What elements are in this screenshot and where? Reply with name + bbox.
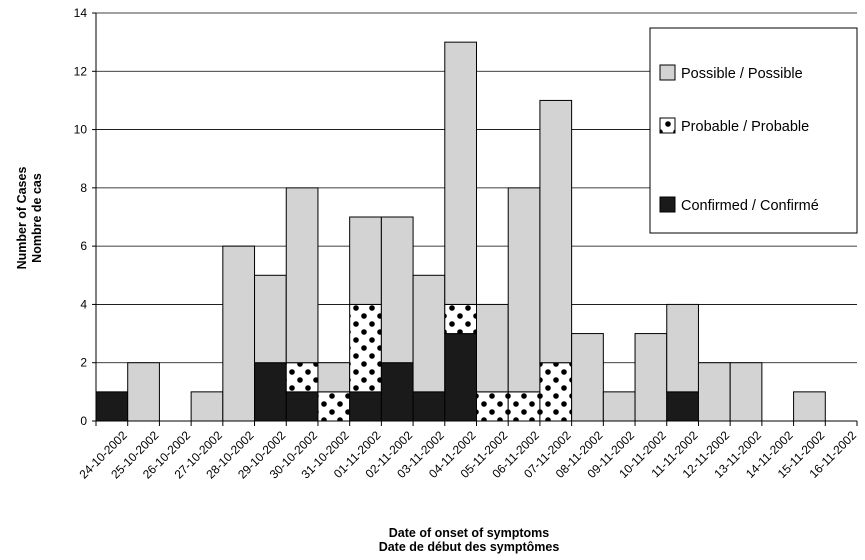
bar-probable [476, 391, 509, 422]
bar-confirmed [349, 391, 382, 422]
legend-label-possible: Possible / Possible [681, 66, 803, 82]
bar-possible [380, 216, 414, 364]
bar-possible [539, 99, 573, 364]
bar-probable [444, 303, 477, 335]
legend-swatch-probable [659, 117, 676, 134]
bars [95, 41, 826, 422]
bar-confirmed [285, 391, 319, 422]
bar-probable [507, 391, 541, 422]
bar-probable [285, 362, 319, 393]
x-axis-title-line-1: Date of onset of symptoms [389, 526, 549, 540]
bar-possible [444, 41, 477, 305]
y-tick-labels: 0 2 4 6 8 10 12 14 [74, 6, 96, 428]
x-tick-labels: 24-10-200225-10-200226-10-200227-10-2002… [77, 421, 859, 482]
bar-confirmed [412, 391, 446, 422]
bar-possible [254, 274, 287, 364]
bar-possible [697, 362, 731, 422]
y-tick-label: 4 [80, 297, 87, 311]
bar-possible [349, 216, 382, 305]
bar-possible [127, 362, 160, 422]
bar-confirmed [254, 362, 287, 422]
legend-label-confirmed: Confirmed / Confirmé [681, 198, 819, 214]
bar-confirmed [95, 391, 129, 422]
y-tick-label: 12 [74, 64, 88, 78]
y-axis-title-line-1: Number of Cases [15, 167, 29, 270]
bar-probable [539, 362, 573, 422]
y-axis-title-line-2: Nombre de cas [30, 173, 44, 263]
bar-confirmed [444, 333, 477, 422]
legend-swatch-possible [659, 64, 676, 81]
bar-possible [222, 245, 256, 422]
y-tick-label: 6 [80, 239, 87, 253]
bar-possible [412, 274, 446, 393]
bar-probable [317, 391, 351, 422]
legend-box [649, 27, 858, 234]
y-tick-label: 0 [80, 414, 87, 428]
legend: Possible / Possible Probable / Probable … [649, 27, 858, 234]
y-tick-label: 8 [80, 181, 87, 195]
legend-swatch-confirmed [659, 196, 676, 213]
bar-possible [729, 362, 763, 422]
bar-possible [507, 187, 541, 393]
bar-possible [190, 391, 224, 422]
x-axis-title-line-2: Date de début des symptômes [379, 540, 560, 554]
bar-possible [476, 303, 509, 393]
y-tick-label: 10 [74, 123, 88, 137]
bar-possible [634, 333, 668, 422]
legend-label-probable: Probable / Probable [681, 119, 809, 135]
y-tick-label: 14 [74, 6, 88, 20]
bar-possible [285, 187, 319, 364]
y-tick-label: 2 [80, 356, 87, 370]
bar-possible [571, 333, 604, 422]
bar-confirmed [380, 362, 414, 422]
bar-possible [317, 362, 351, 393]
bar-probable [349, 303, 382, 393]
bar-possible [602, 391, 636, 422]
bar-confirmed [666, 391, 699, 422]
bar-possible [793, 391, 826, 422]
bar-possible [666, 303, 699, 393]
